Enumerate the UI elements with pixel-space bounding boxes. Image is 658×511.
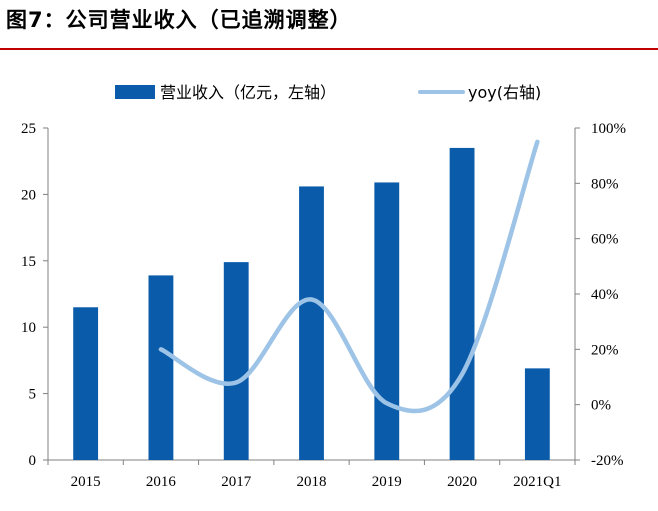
bar-revenue (223, 262, 249, 460)
x-tick-label: 2020 (447, 474, 477, 490)
x-tick-label: 2021Q1 (513, 474, 561, 490)
right-tick-label: 80% (591, 176, 619, 192)
right-tick-label: -20% (591, 453, 624, 469)
left-tick-label: 0 (29, 453, 37, 469)
legend-label-revenue: 营业收入（亿元，左轴） (160, 83, 336, 102)
x-tick-label: 2017 (221, 474, 252, 490)
left-tick-label: 10 (21, 320, 36, 336)
plot-area: 0 5 10 15 20 25 -20% 0% 20% 40% 60% 80% 100% 2015 2016… (21, 121, 626, 490)
right-tick-label: 40% (591, 287, 619, 303)
left-tick-label: 15 (21, 254, 36, 270)
yoy-line (158, 139, 540, 414)
right-tick-label: 60% (591, 232, 619, 248)
x-tick-label: 2015 (71, 474, 101, 490)
legend-swatch-revenue (115, 85, 155, 99)
legend-label-yoy: yoy(右轴) (468, 83, 541, 102)
right-tick-label: 0% (591, 398, 611, 414)
legend: 营业收入（亿元，左轴） yoy(右轴) (115, 83, 541, 102)
chart-title: 图7：公司营业收入（已追溯调整） (6, 8, 352, 32)
left-tick-label: 25 (21, 121, 36, 137)
title-rule (0, 48, 658, 50)
bar-revenue (524, 368, 550, 460)
bar-revenue (73, 307, 99, 460)
right-tick-label: 100% (591, 121, 626, 137)
left-tick-label: 20 (21, 187, 36, 203)
x-tick-label: 2016 (146, 474, 177, 490)
x-tick-label: 2019 (372, 474, 402, 490)
bar-revenue (449, 147, 475, 461)
x-tick-label: 2018 (297, 474, 327, 490)
bar-revenue (374, 182, 400, 460)
bar-revenue (299, 186, 324, 460)
bar-revenue (148, 275, 174, 460)
right-tick-label: 20% (591, 342, 619, 358)
left-tick-label: 5 (29, 387, 37, 403)
